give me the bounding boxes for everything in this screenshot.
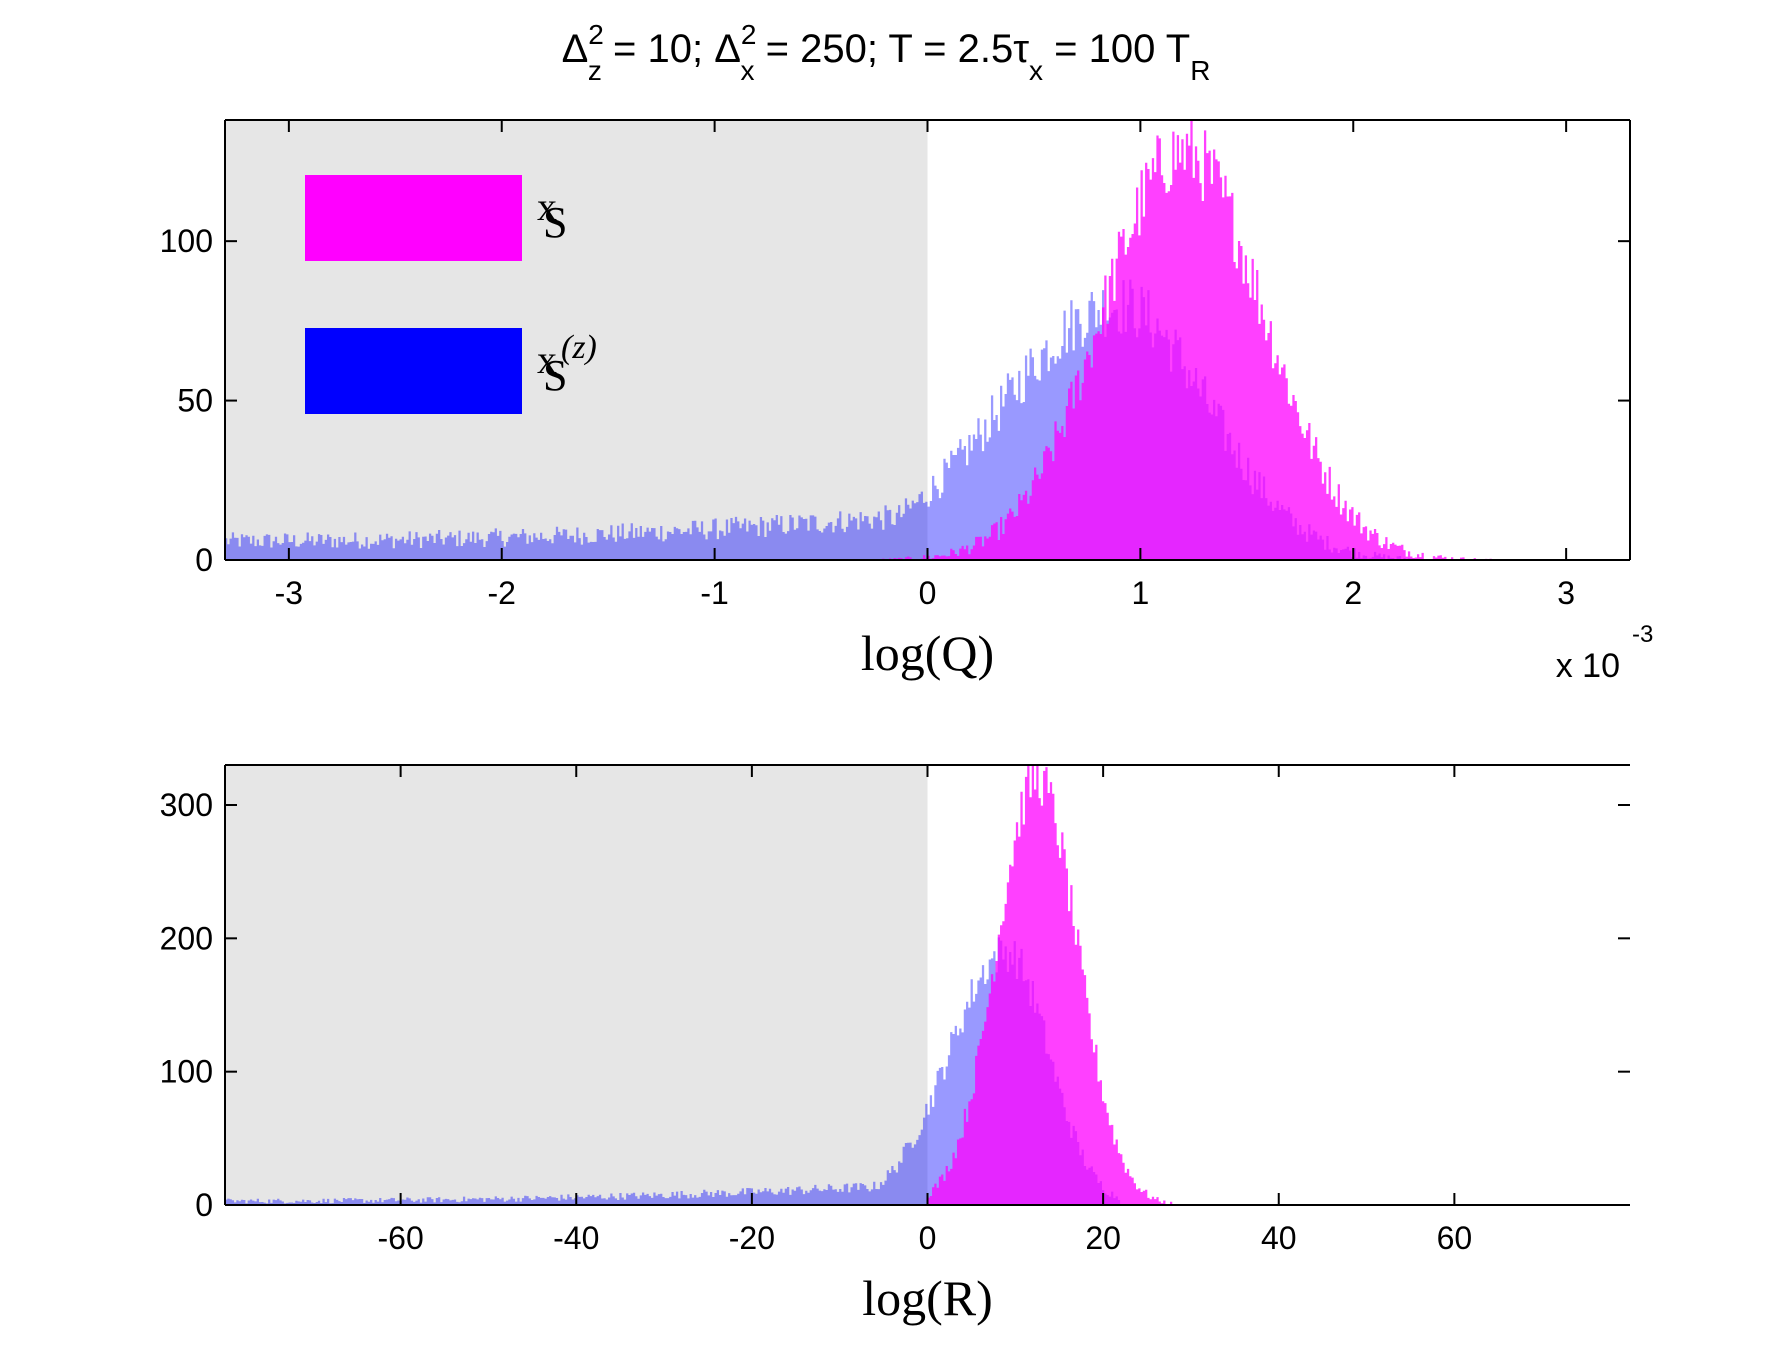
x-tick-label: 0 [919, 575, 937, 611]
legend-label-sub: S [543, 351, 567, 400]
x-tick-label: -20 [729, 1220, 775, 1256]
shaded-region [225, 765, 928, 1205]
y-tick-label: 0 [195, 1187, 213, 1223]
title-delta-z: Δ [562, 27, 589, 71]
title-delta-x: Δ [714, 27, 741, 71]
histogram-panel-logr: -60 -40 -20 0 20 40 60 0 100 200 300 log(R) [160, 764, 1630, 1326]
histogram-magenta [927, 765, 1175, 1205]
y-tick-label: 0 [195, 542, 213, 578]
histogram-magenta [841, 120, 1567, 560]
figure-title: Δ2 z = 10; Δ2 x = 250; T = 2.5τx = 100 TR [562, 19, 1211, 86]
title-t-part1-sub: x [1029, 55, 1043, 86]
y-tick-label: 200 [160, 920, 213, 956]
title-t-part1: T = 2.5τ [888, 27, 1029, 71]
title-delta-z-sup: 2 [588, 19, 604, 50]
x-tick-label: -2 [488, 575, 516, 611]
x-tick-label: -3 [275, 575, 303, 611]
x-axis-label: log(Q) [861, 625, 994, 681]
title-delta-x-sup: 2 [741, 19, 757, 50]
x-tick-label: -60 [378, 1220, 424, 1256]
y-tick-label: 100 [160, 223, 213, 259]
x-tick-label: 60 [1437, 1220, 1473, 1256]
x-tick-label: 2 [1344, 575, 1362, 611]
legend-label-main: x [537, 184, 557, 229]
title-delta-z-val: = 10; [602, 27, 703, 71]
legend-label-sup: (z) [561, 329, 597, 366]
title-delta-x-sub: x [741, 55, 755, 86]
y-tick-label: 50 [177, 383, 213, 419]
x-scale-exponent: -3 [1632, 621, 1653, 648]
x-tick-label: 3 [1557, 575, 1575, 611]
x-tick-label: -40 [553, 1220, 599, 1256]
title-t-part2-sub: R [1190, 55, 1210, 86]
y-tick-label: 100 [160, 1054, 213, 1090]
x-scale-note: x 10 [1556, 647, 1620, 685]
legend-label-main: x [537, 337, 557, 382]
title-delta-x-val: = 250; [755, 27, 878, 71]
x-tick-label: 40 [1261, 1220, 1297, 1256]
legend-swatch [305, 175, 522, 261]
x-tick-label: -1 [700, 575, 728, 611]
x-axis-label: log(R) [862, 1270, 993, 1326]
title-delta-z-sub: z [588, 55, 602, 86]
x-tick-label: 20 [1085, 1220, 1121, 1256]
y-tick-label: 300 [160, 787, 213, 823]
svg-text:Δ2z = 10; Δ2x = 250; T = 2.: Δ2 z = 10; Δ2 x = 250; T = 2.5τx = 100 TR [562, 19, 1211, 86]
title-t-part2: = 100 T [1043, 27, 1190, 71]
legend-swatch [305, 328, 522, 414]
legend-label-sub: S [543, 198, 567, 247]
x-tick-label: 1 [1131, 575, 1149, 611]
x-tick-label: 0 [919, 1220, 937, 1256]
